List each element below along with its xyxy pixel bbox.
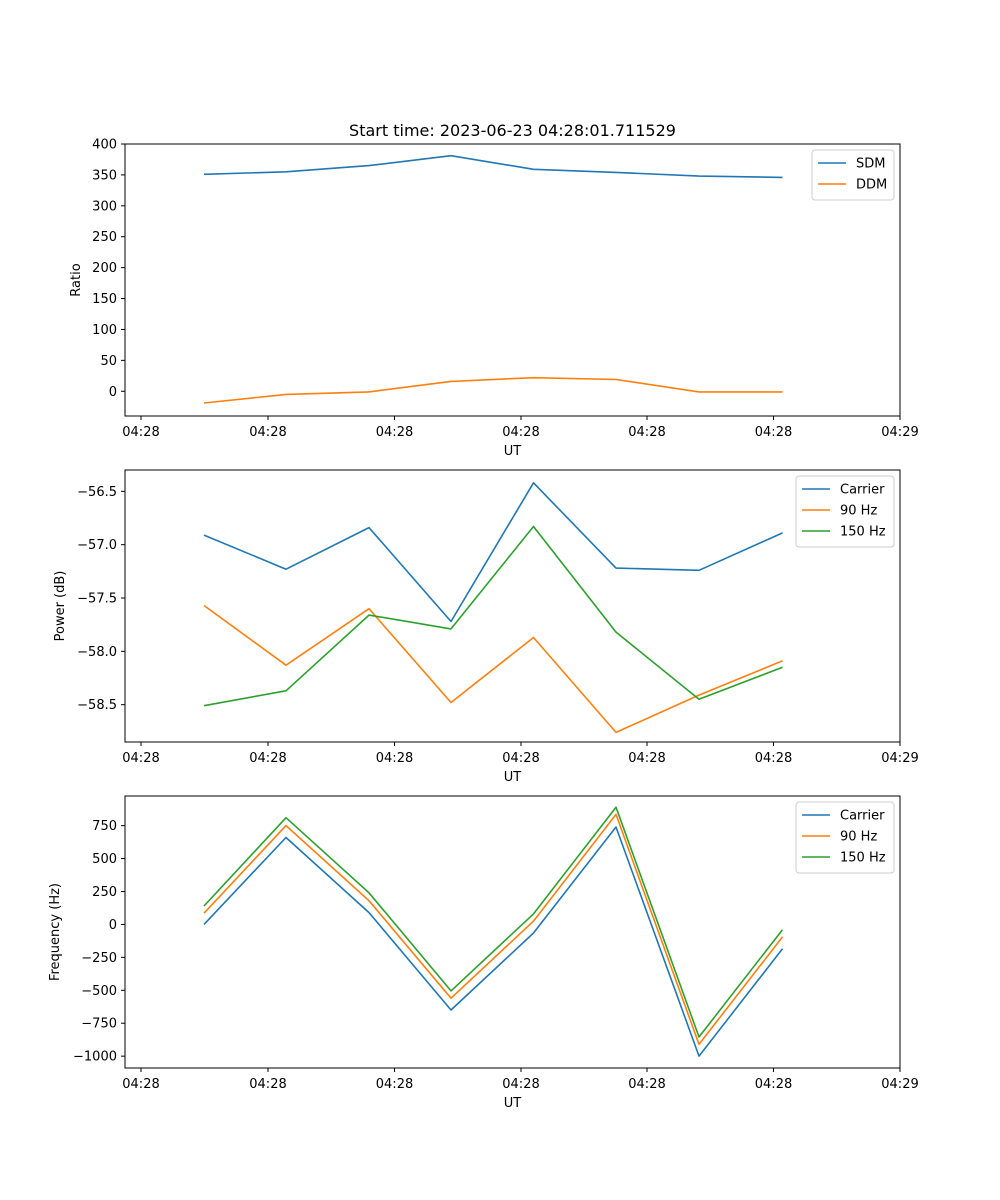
x-tick-label: 04:28 bbox=[628, 751, 665, 766]
y-tick-label: −56.5 bbox=[77, 485, 117, 500]
legend-frame bbox=[795, 801, 895, 874]
legend: Carrier 90 Hz 150 Hz bbox=[795, 475, 895, 548]
chart-panel-1: 04:28 04:28 04:28 04:28 04:28 04:28 04:29 0 50 10… bbox=[69, 138, 919, 460]
x-tick-label: 04:28 bbox=[249, 425, 286, 440]
series-line-90-hz bbox=[203, 604, 783, 734]
legend: Carrier 90 Hz 150 Hz bbox=[795, 801, 895, 874]
chart-panel-3: 04:28 04:28 04:28 04:28 04:28 04:28 04:29 −1000… bbox=[48, 795, 919, 1111]
y-tick-label: 250 bbox=[92, 885, 117, 900]
x-tick-label: 04:29 bbox=[881, 425, 918, 440]
x-tick-label: 04:28 bbox=[628, 1077, 665, 1092]
x-axis-label: UT bbox=[504, 1096, 522, 1111]
series-line-carrier bbox=[203, 481, 783, 623]
y-tick-label: −58.5 bbox=[77, 698, 117, 713]
legend-label: Carrier bbox=[840, 809, 885, 824]
y-tick-label: 0 bbox=[109, 918, 117, 933]
y-tick-label: 0 bbox=[109, 385, 117, 400]
y-tick-label: −1000 bbox=[73, 1050, 117, 1065]
figure-title: Start time: 2023-06-23 04:28:01.711529 bbox=[349, 121, 676, 140]
axes-frame bbox=[124, 469, 901, 743]
x-tick-label: 04:28 bbox=[249, 751, 286, 766]
legend-label: 90 Hz bbox=[840, 830, 877, 845]
legend-frame bbox=[795, 475, 895, 548]
legend-label: 150 Hz bbox=[840, 851, 886, 866]
x-tick-label: 04:29 bbox=[881, 1077, 918, 1092]
legend-label: DDM bbox=[856, 178, 887, 193]
y-tick-label: −250 bbox=[81, 951, 117, 966]
panels: 04:28 04:28 04:28 04:28 04:28 04:28 04:29 0 50 10… bbox=[48, 138, 919, 1112]
y-tick-label: 500 bbox=[92, 852, 117, 867]
legend-label: Carrier bbox=[840, 483, 885, 498]
y-axis-label: Frequency (Hz) bbox=[48, 883, 63, 981]
y-tick-label: −500 bbox=[81, 984, 117, 999]
axes-frame bbox=[124, 795, 901, 1069]
x-tick-label: 04:28 bbox=[122, 751, 159, 766]
x-axis-label: UT bbox=[504, 770, 522, 785]
legend-label: 90 Hz bbox=[840, 504, 877, 519]
legend-label: 150 Hz bbox=[840, 525, 886, 540]
series-line-150-hz bbox=[203, 525, 783, 707]
axes-frame bbox=[124, 143, 901, 417]
x-tick-label: 04:28 bbox=[755, 751, 792, 766]
y-tick-label: 200 bbox=[92, 261, 117, 276]
y-tick-label: −750 bbox=[81, 1017, 117, 1032]
series-line-90-hz bbox=[203, 813, 784, 1046]
x-tick-label: 04:28 bbox=[755, 425, 792, 440]
x-tick-label: 04:28 bbox=[502, 425, 539, 440]
x-tick-label: 04:28 bbox=[122, 1077, 159, 1092]
x-tick-label: 04:28 bbox=[628, 425, 665, 440]
x-axis-label: UT bbox=[504, 444, 522, 459]
series-line-carrier bbox=[203, 826, 784, 1057]
series-line-ddm bbox=[203, 376, 783, 404]
x-tick-label: 04:28 bbox=[755, 1077, 792, 1092]
y-tick-label: −57.5 bbox=[77, 592, 117, 607]
y-tick-label: 50 bbox=[100, 354, 117, 369]
y-tick-label: 400 bbox=[92, 138, 117, 153]
y-axis-label: Power (dB) bbox=[53, 571, 68, 642]
y-tick-label: 300 bbox=[92, 199, 117, 214]
x-tick-label: 04:28 bbox=[376, 1077, 413, 1092]
chart-panel-2: 04:28 04:28 04:28 04:28 04:28 04:28 04:29 −58.5… bbox=[53, 469, 919, 785]
x-tick-label: 04:28 bbox=[376, 751, 413, 766]
series-line-150-hz bbox=[203, 806, 784, 1038]
x-tick-label: 04:28 bbox=[249, 1077, 286, 1092]
legend-label: SDM bbox=[856, 157, 885, 172]
series-line-sdm bbox=[203, 154, 783, 179]
y-tick-label: 350 bbox=[92, 168, 117, 183]
x-tick-label: 04:28 bbox=[502, 1077, 539, 1092]
y-axis-label: Ratio bbox=[69, 263, 84, 296]
legend: SDM DDM bbox=[811, 149, 895, 201]
x-tick-label: 04:28 bbox=[502, 751, 539, 766]
y-tick-label: 750 bbox=[92, 819, 117, 834]
y-tick-label: 250 bbox=[92, 230, 117, 245]
y-tick-label: 100 bbox=[92, 323, 117, 338]
x-tick-label: 04:28 bbox=[122, 425, 159, 440]
y-tick-label: −58.0 bbox=[77, 645, 117, 660]
x-tick-label: 04:28 bbox=[376, 425, 413, 440]
y-tick-label: −57.0 bbox=[77, 538, 117, 553]
y-tick-label: 150 bbox=[92, 292, 117, 307]
x-tick-label: 04:29 bbox=[881, 751, 918, 766]
